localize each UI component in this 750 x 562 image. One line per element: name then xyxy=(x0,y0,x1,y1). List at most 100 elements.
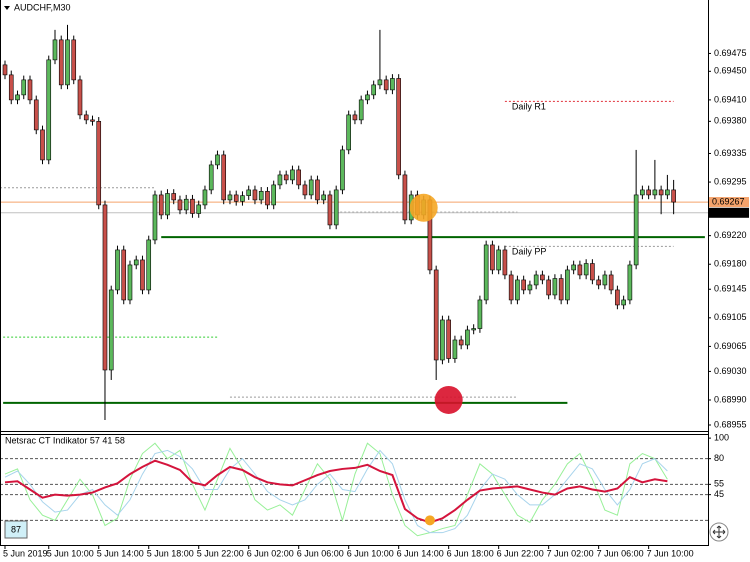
x-tick-label: 5 Jun 18:00 xyxy=(147,548,194,558)
y-tick-label: 0.69180 xyxy=(714,259,747,269)
candle-body xyxy=(127,264,133,301)
candle-body xyxy=(177,199,183,211)
candle-body xyxy=(158,194,164,216)
candle-body xyxy=(602,274,608,286)
candle-body xyxy=(315,179,320,201)
candle-body xyxy=(502,249,508,276)
candle-body xyxy=(540,274,545,281)
candle-body xyxy=(165,193,170,216)
candle-body xyxy=(396,78,401,176)
candle-body xyxy=(290,169,295,181)
candle-body xyxy=(633,194,639,266)
y-tick-label: 80 xyxy=(714,453,724,463)
menu-icon[interactable] xyxy=(4,6,10,10)
candle-body xyxy=(115,249,120,291)
candle-body xyxy=(333,189,339,226)
x-tick-label: 6 Jun 06:00 xyxy=(297,548,344,558)
y-tick-label: 100 xyxy=(714,432,729,442)
candle-body xyxy=(77,79,83,116)
x-tick-label: 5 Jun 10:00 xyxy=(47,548,94,558)
scroll-icon[interactable] xyxy=(709,522,729,542)
y-tick-label: 0.69410 xyxy=(714,94,747,104)
value-box xyxy=(4,520,28,539)
candle-body xyxy=(183,198,189,211)
candle-body xyxy=(252,189,258,201)
candle-body xyxy=(265,191,270,206)
signal-marker xyxy=(424,515,435,526)
candle-body xyxy=(640,189,645,196)
candle-body xyxy=(608,274,614,291)
candle-body xyxy=(296,169,301,186)
candle-body xyxy=(65,39,70,86)
candle-body xyxy=(171,193,177,201)
candle-body xyxy=(33,99,39,131)
candle-body xyxy=(558,278,564,301)
candle-body xyxy=(402,174,408,221)
indicator-line xyxy=(4,442,668,537)
candle-body xyxy=(346,114,351,151)
candle-body xyxy=(190,198,195,214)
candle-body xyxy=(465,329,470,346)
candle-body xyxy=(390,78,395,91)
candle-body xyxy=(71,39,77,81)
candle-body xyxy=(221,154,227,201)
candle-body xyxy=(21,79,27,96)
signal-marker xyxy=(434,385,463,414)
candle-body xyxy=(496,249,501,271)
candle-body xyxy=(283,174,289,181)
candle-body xyxy=(383,79,389,91)
y-tick-label: 45 xyxy=(714,489,724,499)
candle-body xyxy=(96,121,102,206)
candle-body xyxy=(452,339,458,359)
candle-body xyxy=(471,328,476,331)
y-tick-label: 0.69220 xyxy=(714,230,747,240)
y-tick-label: 0.69295 xyxy=(714,176,747,186)
candle-body xyxy=(271,184,277,206)
candle-body xyxy=(196,204,202,214)
candle-body xyxy=(571,264,576,271)
candle-body xyxy=(308,179,314,196)
y-tick-label: 0.69105 xyxy=(714,312,747,322)
y-tick-label: 0.69145 xyxy=(714,284,747,294)
candle-body xyxy=(321,194,326,201)
candle-body xyxy=(590,263,595,281)
candle-body xyxy=(15,94,20,101)
candle-body xyxy=(377,79,383,86)
candle-body xyxy=(627,264,633,301)
candle-body xyxy=(596,279,601,286)
candle-body xyxy=(533,274,539,286)
candle-body xyxy=(352,114,358,121)
indicator-title: Netsrac CT Indikator 57 41 58 xyxy=(5,435,125,445)
y-tick-label: 0.68990 xyxy=(714,394,747,404)
chart-title: AUDCHF,M30 xyxy=(14,2,71,12)
x-tick-label: 5 Jun 22:00 xyxy=(197,548,244,558)
price-label: 0.69267 xyxy=(712,196,745,206)
candle-body xyxy=(546,279,551,296)
candle-body xyxy=(515,279,520,301)
y-tick-label: 0.69335 xyxy=(714,148,747,158)
candle-body xyxy=(152,194,158,241)
candle-body xyxy=(140,259,145,291)
candle-body xyxy=(102,204,108,371)
x-tick-label: 7 Jun 10:00 xyxy=(647,548,694,558)
candle-body xyxy=(83,114,89,121)
candle-body xyxy=(552,278,558,296)
level-label: Daily R1 xyxy=(512,102,546,112)
candle-body xyxy=(446,319,451,359)
candle-body xyxy=(58,39,64,86)
x-tick-label: 7 Jun 06:00 xyxy=(597,548,644,558)
value-box-label: 87 xyxy=(11,524,21,534)
candle-body xyxy=(40,129,45,161)
candle-body xyxy=(621,299,626,306)
candle-body xyxy=(458,339,464,346)
plot-layer: 0.69475 0.69450 0.69410 0.69380 0.69335 0.692… xyxy=(0,24,749,558)
candle-body xyxy=(490,244,495,271)
x-tick-label: 5 Jun 2019 xyxy=(3,548,48,558)
x-tick-label: 6 Jun 18:00 xyxy=(447,548,494,558)
candle-body xyxy=(2,64,8,76)
x-tick-label: 6 Jun 10:00 xyxy=(347,548,394,558)
candle-body xyxy=(215,154,220,166)
candle-body xyxy=(108,289,114,371)
